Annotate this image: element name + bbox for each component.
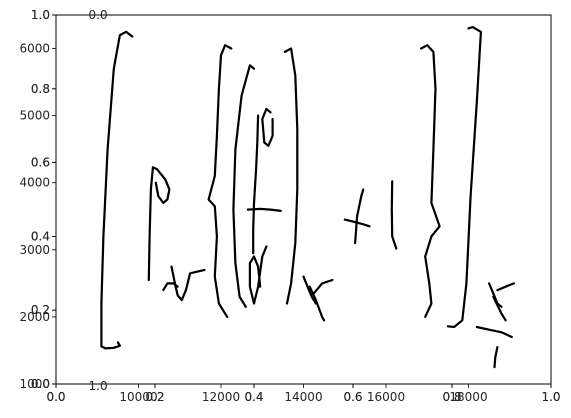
overlay-x-tick-label: 0.2 bbox=[145, 390, 164, 404]
overlay-x-tick-label: 1.0 bbox=[541, 390, 560, 404]
stroke-underscore-tick bbox=[493, 346, 499, 369]
stroke-sigma-loop bbox=[248, 245, 268, 305]
overlay-y-tick-label: 0.6 bbox=[31, 156, 50, 170]
overlay-x-tick-label: 0.6 bbox=[343, 390, 362, 404]
stroke-underscore-bar bbox=[475, 325, 513, 339]
y-tick-label: 1000 bbox=[19, 377, 50, 391]
overlay-y-tick-label: 0.8 bbox=[31, 82, 50, 96]
stroke-subscript-r-2a bbox=[302, 275, 317, 305]
overlay-x-tick-label: 0.8 bbox=[442, 390, 461, 404]
stroke-outer-right-bracket bbox=[446, 26, 482, 329]
stroke-outer-left-bracket bbox=[100, 30, 134, 350]
stroke-inner-l bbox=[252, 114, 260, 255]
stroke-plus-vertical bbox=[354, 188, 365, 245]
tick-layer bbox=[52, 14, 552, 388]
stroke-subscript-r-3c bbox=[496, 282, 515, 292]
stroke-subscript-r-2c bbox=[312, 278, 334, 295]
overlay-y-tick-label: 0.2 bbox=[31, 303, 50, 317]
overlay-y-tick-label: 0.4 bbox=[31, 229, 50, 243]
overlay-x-tick-label: 0.6 bbox=[343, 390, 362, 404]
overlay-x-tick-label: 0.0 bbox=[46, 390, 65, 404]
stroke-inner-loop bbox=[261, 107, 274, 147]
overlay-y-tick-label: 0.0 bbox=[31, 377, 50, 391]
x-tick-label: 18000 bbox=[449, 390, 487, 404]
stroke-plus-horizontal bbox=[343, 218, 371, 228]
y-tick-label: 3000 bbox=[19, 243, 50, 257]
stroke-subscript-r-1b bbox=[170, 265, 206, 302]
x-tick-label: 10000 bbox=[119, 390, 157, 404]
overlay-x-tick-label: 0.2 bbox=[145, 390, 164, 404]
overlay-y-tick-label: 1.0 bbox=[31, 8, 50, 22]
stroke-one-stroke bbox=[390, 180, 398, 250]
stroke-fraction-bar bbox=[246, 207, 282, 212]
overlay-y-tick-label: 1.0 bbox=[31, 8, 50, 22]
overlay-x-tick-label: 0.0 bbox=[46, 390, 65, 404]
x-tick-label: 14000 bbox=[284, 390, 322, 404]
overlay-y-tick-label: 0.2 bbox=[31, 303, 50, 317]
overlay-x-tick-label: 0.4 bbox=[244, 390, 263, 404]
stroke-left-brace bbox=[207, 44, 233, 318]
stroke-right-paren bbox=[283, 47, 299, 305]
overlay-y-tick-label: 0.4 bbox=[31, 229, 50, 243]
label-layer: 10000 12000 14000 16000 18000 1000 2000 3000 400… bbox=[19, 8, 560, 404]
overlay-y-tick-label: 0.6 bbox=[31, 156, 50, 170]
x-tick-label: 16000 bbox=[367, 390, 405, 404]
stroke-right-brace bbox=[420, 44, 441, 318]
stray-label-bottom: 1.0 bbox=[89, 379, 108, 393]
stroke-subscript-r-3b bbox=[492, 295, 507, 322]
y-tick-label: 5000 bbox=[19, 109, 50, 123]
y-tick-label: 4000 bbox=[19, 176, 50, 190]
overlay-x-tick-label: 1.0 bbox=[541, 390, 560, 404]
stroke-left-paren bbox=[232, 64, 256, 308]
y-tick-label: 2000 bbox=[19, 310, 50, 324]
stroke-subscript-r-3a bbox=[488, 282, 503, 308]
stroke-rho-stem bbox=[147, 166, 171, 282]
x-tick-label: 12000 bbox=[202, 390, 240, 404]
stray-label-top: 0.0 bbox=[89, 8, 108, 22]
overlay-x-tick-label: 0.8 bbox=[442, 390, 461, 404]
y-tick-label: 6000 bbox=[19, 42, 50, 56]
plot-frame bbox=[55, 14, 552, 385]
overlay-x-tick-label: 0.4 bbox=[244, 390, 263, 404]
overlay-y-tick-label: 0.8 bbox=[31, 82, 50, 96]
strokes-layer bbox=[100, 26, 515, 369]
overlay-y-tick-label: 0.0 bbox=[31, 377, 50, 391]
